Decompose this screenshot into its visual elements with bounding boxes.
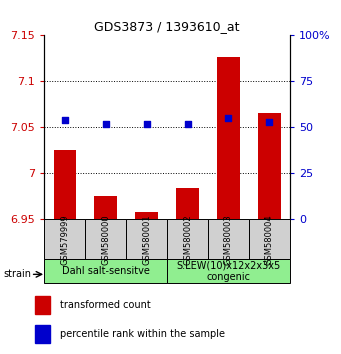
Bar [208, 219, 249, 259]
Text: GSM579999: GSM579999 [60, 214, 69, 264]
Point [267, 119, 272, 125]
Point [62, 117, 68, 123]
Bar [44, 259, 167, 283]
Text: S.LEW(10)x12x2x3x5
congenic: S.LEW(10)x12x2x3x5 congenic [176, 260, 281, 282]
Bar [167, 219, 208, 259]
Text: GSM580003: GSM580003 [224, 214, 233, 264]
Bar [167, 259, 290, 283]
Text: Dahl salt-sensitve: Dahl salt-sensitve [62, 266, 150, 276]
Bar [135, 212, 158, 219]
Point [103, 121, 108, 127]
Text: strain: strain [3, 269, 31, 279]
Bar [176, 188, 199, 219]
Bar [258, 113, 281, 219]
Point [144, 121, 149, 127]
Bar [94, 196, 117, 219]
Text: percentile rank within the sample: percentile rank within the sample [60, 329, 225, 339]
Text: GSM580004: GSM580004 [265, 214, 274, 264]
Bar [44, 219, 85, 259]
Text: GSM580002: GSM580002 [183, 214, 192, 264]
Bar [35, 296, 50, 314]
Point [226, 115, 231, 121]
Text: GSM580001: GSM580001 [142, 214, 151, 264]
Bar [54, 150, 76, 219]
Bar [217, 57, 240, 219]
Bar [126, 219, 167, 259]
Bar [85, 219, 126, 259]
Bar [35, 325, 50, 343]
Text: GSM580000: GSM580000 [101, 214, 110, 264]
Bar [249, 219, 290, 259]
Title: GDS3873 / 1393610_at: GDS3873 / 1393610_at [94, 20, 240, 33]
Point [185, 121, 190, 127]
Text: transformed count: transformed count [60, 299, 151, 310]
